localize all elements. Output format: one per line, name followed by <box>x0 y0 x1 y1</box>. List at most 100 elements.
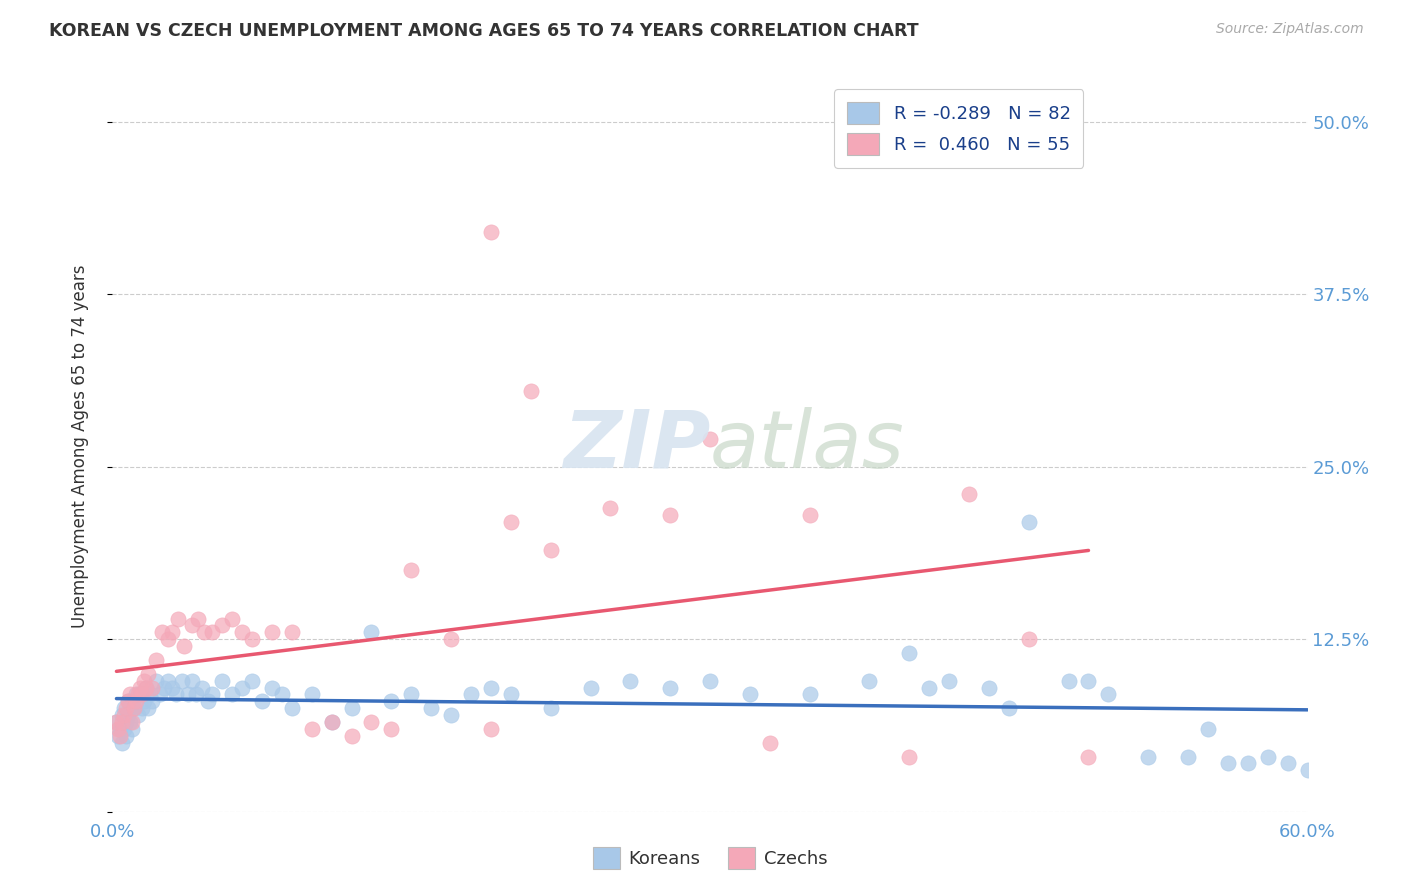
Point <box>240 632 263 647</box>
Point <box>1137 749 1160 764</box>
Point <box>659 681 682 695</box>
Point <box>401 687 423 701</box>
Point <box>1077 673 1099 688</box>
Point <box>117 694 139 708</box>
Point <box>938 673 960 688</box>
Point <box>340 701 363 715</box>
Point <box>111 708 134 723</box>
Point <box>380 722 402 736</box>
Point <box>401 563 423 577</box>
Point <box>187 611 209 625</box>
Point <box>499 515 522 529</box>
Point <box>186 687 208 701</box>
Point <box>1237 756 1260 771</box>
Point <box>135 681 157 695</box>
Point <box>360 625 382 640</box>
Point <box>120 701 142 715</box>
Point <box>110 722 132 736</box>
Point <box>977 681 1000 695</box>
Point <box>440 632 463 647</box>
Point <box>240 673 263 688</box>
Point <box>659 508 682 522</box>
Point <box>281 625 304 640</box>
Point <box>165 687 187 701</box>
Point <box>120 687 142 701</box>
Point <box>111 736 134 750</box>
Point <box>898 646 921 660</box>
Point <box>260 681 283 695</box>
Point <box>121 694 143 708</box>
Point <box>540 542 562 557</box>
Point <box>540 701 562 715</box>
Point <box>111 714 134 729</box>
Point <box>107 722 129 736</box>
Point <box>499 687 522 701</box>
Point <box>138 701 160 715</box>
Point <box>340 729 363 743</box>
Point <box>281 701 304 715</box>
Point <box>107 729 129 743</box>
Point <box>172 673 194 688</box>
Point <box>181 618 204 632</box>
Point <box>619 673 641 688</box>
Legend: Koreans, Czechs: Koreans, Czechs <box>585 839 835 876</box>
Point <box>201 625 224 640</box>
Point <box>114 701 135 715</box>
Point <box>420 701 443 715</box>
Point <box>699 673 721 688</box>
Point <box>231 625 253 640</box>
Point <box>114 708 135 723</box>
Point <box>115 701 138 715</box>
Point <box>1097 687 1119 701</box>
Point <box>231 681 253 695</box>
Point <box>135 681 157 695</box>
Point <box>105 714 128 729</box>
Point <box>211 618 233 632</box>
Point <box>759 736 782 750</box>
Point <box>145 673 167 688</box>
Point <box>177 687 200 701</box>
Point <box>479 225 502 239</box>
Point <box>479 681 502 695</box>
Point <box>211 673 233 688</box>
Point <box>124 701 146 715</box>
Point <box>120 714 142 729</box>
Point <box>858 673 880 688</box>
Point <box>121 714 143 729</box>
Point <box>197 694 219 708</box>
Point <box>131 701 153 715</box>
Point <box>1018 632 1040 647</box>
Point <box>145 653 167 667</box>
Point <box>1296 764 1319 778</box>
Point <box>1277 756 1299 771</box>
Point <box>117 694 139 708</box>
Point <box>1057 673 1080 688</box>
Point <box>157 673 180 688</box>
Point <box>121 722 143 736</box>
Point <box>191 681 214 695</box>
Point <box>1077 749 1099 764</box>
Point <box>162 625 183 640</box>
Point <box>124 701 146 715</box>
Point <box>127 708 149 723</box>
Text: atlas: atlas <box>710 407 905 485</box>
Point <box>460 687 482 701</box>
Point <box>127 687 149 701</box>
Point <box>1018 515 1040 529</box>
Y-axis label: Unemployment Among Ages 65 to 74 years: Unemployment Among Ages 65 to 74 years <box>70 264 89 628</box>
Point <box>799 687 821 701</box>
Point <box>360 714 382 729</box>
Point <box>167 611 190 625</box>
Point <box>162 681 183 695</box>
Point <box>125 687 148 701</box>
Point <box>898 749 921 764</box>
Point <box>221 687 243 701</box>
Point <box>301 687 323 701</box>
Text: Source: ZipAtlas.com: Source: ZipAtlas.com <box>1216 22 1364 37</box>
Point <box>153 681 176 695</box>
Point <box>110 729 132 743</box>
Text: KOREAN VS CZECH UNEMPLOYMENT AMONG AGES 65 TO 74 YEARS CORRELATION CHART: KOREAN VS CZECH UNEMPLOYMENT AMONG AGES … <box>49 22 920 40</box>
Point <box>115 714 138 729</box>
Point <box>125 694 148 708</box>
Point <box>599 501 621 516</box>
